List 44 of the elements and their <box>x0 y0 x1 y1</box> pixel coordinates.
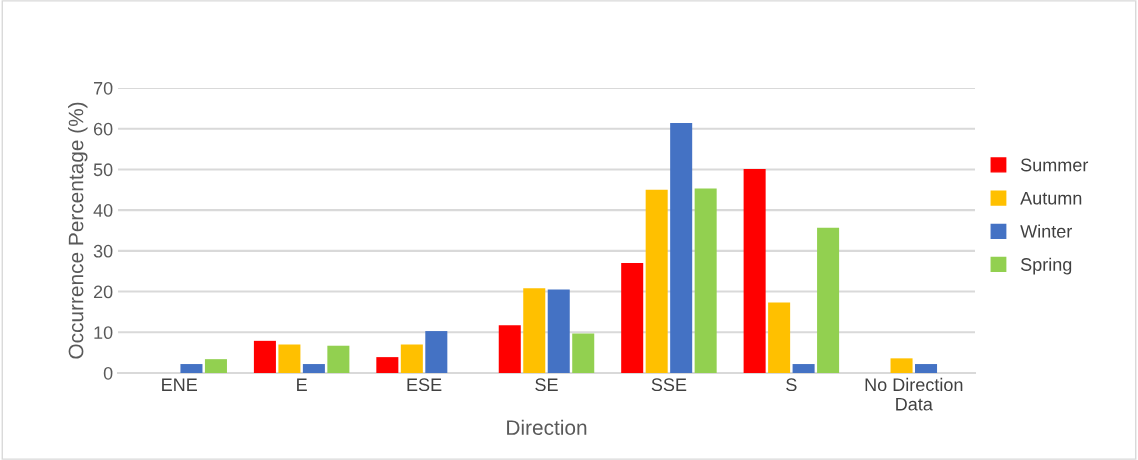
bar <box>400 344 423 373</box>
bar <box>547 289 570 373</box>
legend-label: Winter <box>1020 224 1072 238</box>
bar <box>572 333 595 373</box>
y-tick-label: 60 <box>93 122 113 136</box>
bar <box>792 364 815 373</box>
y-tick-label: 0 <box>103 366 113 380</box>
y-tick-label: 40 <box>93 204 113 217</box>
bar <box>817 227 840 373</box>
legend-label: Spring <box>1020 257 1072 275</box>
bar <box>915 364 938 373</box>
x-tick-label: E <box>297 378 307 391</box>
bar <box>204 359 227 373</box>
bar <box>278 344 301 373</box>
bar <box>670 123 693 373</box>
x-tick-label: SE <box>535 378 558 392</box>
bar <box>425 331 448 373</box>
legend-label: Autumn <box>1020 191 1082 205</box>
x-tick-label: ENE <box>162 378 197 391</box>
bar <box>523 288 546 373</box>
y-tick-label: 50 <box>93 163 113 177</box>
bar <box>694 188 717 373</box>
y-tick-label: 70 <box>93 81 113 95</box>
bar <box>645 189 668 373</box>
bar <box>768 302 791 373</box>
bar <box>743 169 766 373</box>
y-tick-label: 10 <box>94 326 113 340</box>
bar <box>621 263 644 373</box>
x-tick-label: SSE <box>651 378 687 392</box>
x-tick-label: ESE <box>407 378 442 392</box>
y-tick-label: 20 <box>93 285 113 299</box>
x-tick-label: S <box>786 378 797 392</box>
bar <box>180 364 203 373</box>
x-tick-label: No Direction Data <box>865 377 963 411</box>
bar <box>253 340 276 373</box>
x-axis-title: Direction <box>507 419 587 435</box>
legend-label: Summer <box>1020 158 1089 172</box>
bar <box>327 345 350 373</box>
bar <box>498 325 521 373</box>
y-axis-title: Occurrence Percentage (%) <box>68 102 88 359</box>
y-tick-label: 30 <box>93 244 113 258</box>
bar <box>890 358 913 373</box>
bar <box>302 364 325 373</box>
bar <box>376 357 399 373</box>
